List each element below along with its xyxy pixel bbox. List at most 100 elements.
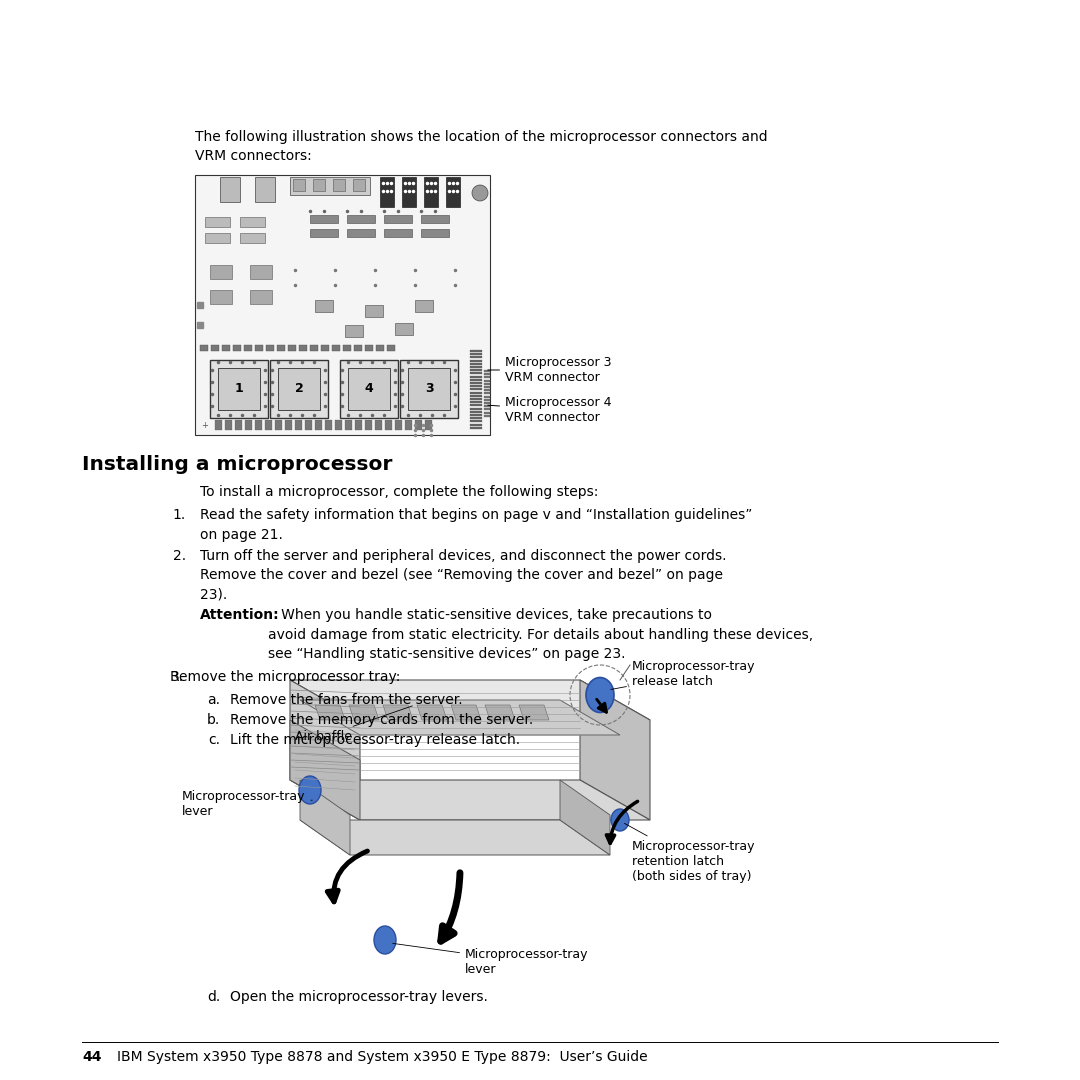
Bar xyxy=(484,389,490,391)
Text: 44: 44 xyxy=(82,1050,102,1064)
Bar xyxy=(347,215,375,222)
Polygon shape xyxy=(451,705,481,720)
Bar xyxy=(200,345,208,351)
Bar xyxy=(470,404,482,406)
Bar xyxy=(321,345,329,351)
Polygon shape xyxy=(291,720,360,820)
Bar xyxy=(343,345,351,351)
Bar xyxy=(244,345,252,351)
Text: Microprocessor 3
VRM connector: Microprocessor 3 VRM connector xyxy=(488,356,611,384)
Bar xyxy=(325,420,332,430)
Bar xyxy=(470,389,482,390)
Bar xyxy=(288,345,296,351)
Bar xyxy=(484,379,490,381)
Bar xyxy=(355,420,362,430)
Text: Read the safety information that begins on page v and “Installation guidelines”
: Read the safety information that begins … xyxy=(200,508,753,541)
Bar xyxy=(210,291,232,303)
Text: The following illustration shows the location of the microprocessor connectors a: The following illustration shows the loc… xyxy=(195,130,768,163)
Bar xyxy=(211,345,219,351)
Bar xyxy=(313,179,325,191)
Bar xyxy=(446,177,460,207)
Bar xyxy=(218,368,260,410)
Bar xyxy=(276,345,285,351)
Bar xyxy=(470,401,482,403)
Text: Remove the microprocessor tray:: Remove the microprocessor tray: xyxy=(170,670,401,684)
Bar xyxy=(484,377,490,378)
Ellipse shape xyxy=(611,809,629,831)
Bar xyxy=(210,265,232,279)
Text: 1.: 1. xyxy=(173,508,186,522)
Circle shape xyxy=(472,185,488,201)
Bar xyxy=(470,414,482,416)
Bar xyxy=(470,363,482,365)
Bar xyxy=(470,373,482,375)
Bar xyxy=(265,420,272,430)
Polygon shape xyxy=(580,680,650,820)
Bar xyxy=(470,366,482,368)
Text: a.: a. xyxy=(207,693,220,707)
Bar xyxy=(340,360,399,418)
Text: Microprocessor 4
VRM connector: Microprocessor 4 VRM connector xyxy=(488,396,611,424)
Bar xyxy=(402,177,416,207)
Bar xyxy=(470,410,482,413)
Bar xyxy=(426,420,432,430)
Bar xyxy=(470,382,482,384)
Bar xyxy=(365,345,373,351)
Bar xyxy=(408,368,450,410)
Bar xyxy=(255,345,264,351)
Bar xyxy=(395,420,402,430)
Bar xyxy=(310,345,318,351)
Bar xyxy=(353,179,365,191)
Bar xyxy=(484,370,490,372)
Bar xyxy=(295,420,302,430)
Bar xyxy=(384,420,392,430)
Text: IBM System x3950 Type 8878 and System x3950 E Type 8879:  User’s Guide: IBM System x3950 Type 8878 and System x3… xyxy=(117,1050,648,1064)
Bar xyxy=(484,395,490,397)
Text: Installing a microprocessor: Installing a microprocessor xyxy=(82,455,392,474)
Bar xyxy=(240,233,265,243)
Text: Turn off the server and peripheral devices, and disconnect the power cords.
Remo: Turn off the server and peripheral devic… xyxy=(200,549,727,602)
Text: Attention:: Attention: xyxy=(200,608,280,622)
Bar xyxy=(470,376,482,378)
Bar xyxy=(484,392,490,394)
Bar xyxy=(332,345,340,351)
Polygon shape xyxy=(291,780,650,820)
Bar xyxy=(424,177,438,207)
Bar xyxy=(421,215,449,222)
Bar xyxy=(220,177,240,202)
Bar xyxy=(365,305,383,318)
Text: To install a microprocessor, complete the following steps:: To install a microprocessor, complete th… xyxy=(200,485,598,499)
Bar xyxy=(470,353,482,355)
Bar xyxy=(249,291,272,303)
Bar xyxy=(470,350,482,352)
Bar xyxy=(235,420,242,430)
Bar xyxy=(205,217,230,227)
Bar xyxy=(348,368,390,410)
Bar xyxy=(384,215,411,222)
Bar xyxy=(421,229,449,237)
Bar xyxy=(484,374,490,375)
Text: 2: 2 xyxy=(295,382,303,395)
Bar xyxy=(470,379,482,381)
Polygon shape xyxy=(291,680,360,820)
Bar xyxy=(255,177,275,202)
Bar xyxy=(484,405,490,407)
Text: When you handle static-sensitive devices, take precautions to
avoid damage from : When you handle static-sensitive devices… xyxy=(268,608,813,661)
Text: Microprocessor-tray
retention latch
(both sides of tray): Microprocessor-tray retention latch (bot… xyxy=(624,823,756,883)
Polygon shape xyxy=(300,820,610,855)
Text: c.: c. xyxy=(208,733,220,747)
Bar xyxy=(222,345,230,351)
Bar xyxy=(347,229,375,237)
Text: 4: 4 xyxy=(365,382,374,395)
Bar xyxy=(315,300,333,312)
Bar xyxy=(484,402,490,404)
Bar xyxy=(195,175,490,435)
Bar xyxy=(233,345,241,351)
Bar xyxy=(249,265,272,279)
Bar xyxy=(470,423,482,426)
Bar xyxy=(255,420,262,430)
Ellipse shape xyxy=(374,926,396,954)
Bar xyxy=(484,399,490,401)
Polygon shape xyxy=(383,705,413,720)
Text: 3: 3 xyxy=(424,382,433,395)
